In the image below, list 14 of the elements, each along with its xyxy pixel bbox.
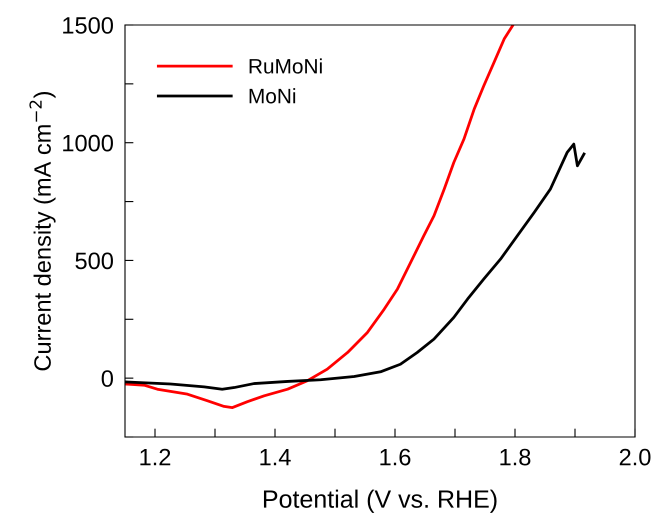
legend-label: MoNi: [250, 88, 296, 104]
x-axis-title: Potential (V vs. RHE): [264, 490, 497, 513]
line-series: [125, 25, 514, 409]
y-tick-label: 1500: [63, 17, 113, 34]
x-tick-label: 1.4: [260, 448, 291, 466]
x-tick-label: 1.2: [140, 448, 170, 466]
y-tick-label: 500: [75, 252, 113, 270]
y-axis-title: Current density (mA cm$^{−2}$): [29, 92, 56, 370]
legend-label: RuMoNi: [250, 58, 322, 74]
y-tick-label: 1000: [63, 134, 113, 152]
x-tick-label: 1.6: [380, 448, 410, 466]
y-tick-label: 0: [102, 370, 113, 387]
x-tick-label: 2.0: [620, 448, 650, 466]
x-tick-label: 1.8: [500, 448, 530, 466]
